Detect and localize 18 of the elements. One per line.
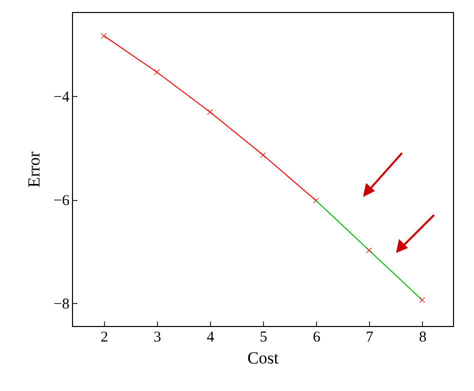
y-axis-title: Error [24,151,44,188]
x-tick-label: 2 [100,330,108,346]
point [419,297,426,304]
point [260,152,266,158]
point [366,247,372,254]
y-tick-label: −4 [54,89,70,106]
x-tick-label: 8 [418,330,426,346]
x-tick-label: 6 [312,330,321,346]
y-tick-label: −6 [54,193,70,210]
x-tick-label: 7 [366,330,374,346]
point [154,69,160,76]
x-tick-label: 4 [206,330,215,346]
x-axis-title: Cost [247,348,279,368]
y-tick-label: −8 [54,296,70,313]
point [207,109,213,115]
x-tick-label: 5 [260,330,268,346]
point [100,32,107,39]
x-tick-label: 3 [154,330,162,346]
